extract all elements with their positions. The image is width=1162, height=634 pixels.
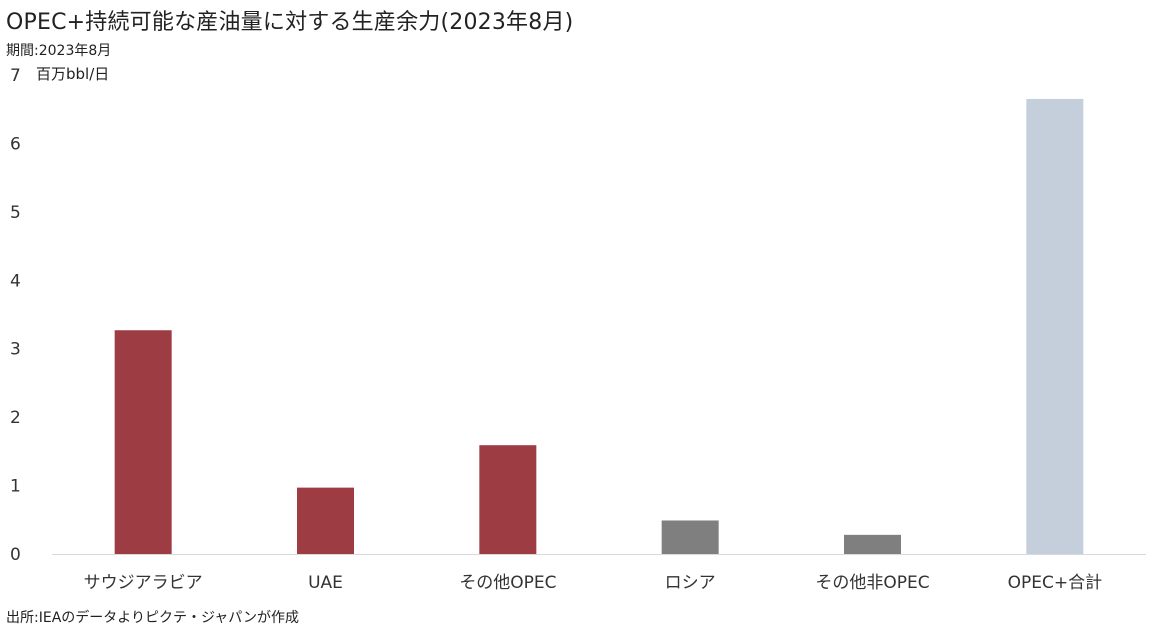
x-category-label: ロシア [665,573,716,593]
x-category-label: OPEC+合計 [1008,573,1103,593]
x-category-label: その他OPEC [459,573,556,593]
x-axis-categories: サウジアラビア UAE その他OPEC ロシア その他非OPEC OPEC+合計 [84,573,1102,593]
y-axis-ticks: 0 1 2 3 4 5 6 7 [10,66,21,565]
y-tick-label: 2 [10,408,21,428]
bar [844,534,901,554]
y-axis-unit: 百万bbl/日 [36,65,110,83]
bar [661,520,719,554]
y-tick-label: 4 [10,271,21,291]
y-tick-label: 7 [10,66,21,86]
y-tick-label: 0 [10,545,21,565]
bar [1026,98,1084,554]
source-note: 出所:IEAのデータよりピクテ・ジャパンが作成 [6,610,299,626]
x-category-label: UAE [308,573,343,593]
bar [114,330,172,554]
y-tick-label: 6 [10,134,21,154]
y-tick-label: 5 [10,203,21,223]
bar [297,487,354,554]
bar [479,445,537,554]
x-category-label: サウジアラビア [84,573,203,593]
bars [114,98,1084,554]
y-tick-label: 3 [10,340,21,360]
y-tick-label: 1 [10,477,21,497]
x-category-label: その他非OPEC [815,573,929,593]
period-label: 期間:2023年8月 [6,43,112,59]
chart-title: OPEC+持続可能な産油量に対する生産余力(2023年8月) [6,10,574,35]
